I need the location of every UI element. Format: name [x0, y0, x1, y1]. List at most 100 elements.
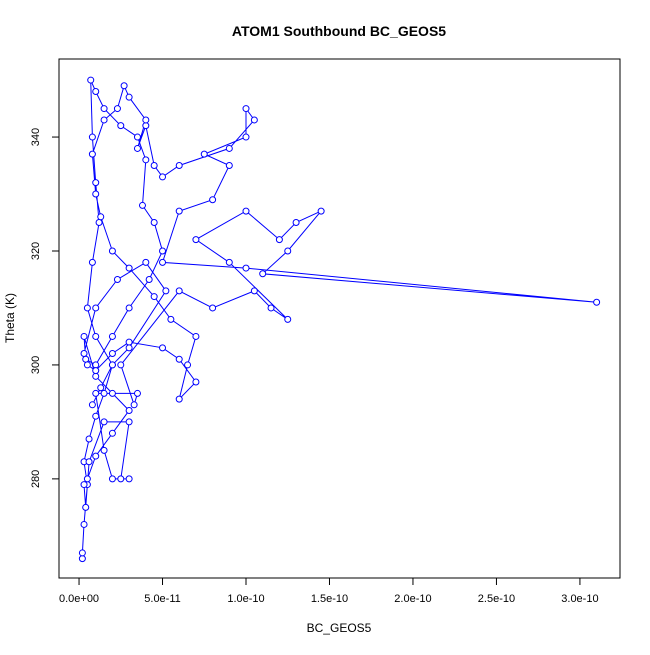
data-point	[142, 258, 150, 266]
y-tick-label: 280	[30, 470, 42, 488]
data-point	[150, 219, 158, 227]
data-point	[133, 133, 141, 141]
y-tick-label: 320	[30, 242, 42, 260]
data-point	[167, 315, 175, 323]
data-point	[113, 275, 121, 283]
data-point	[192, 378, 200, 386]
data-point	[145, 275, 153, 283]
data-point	[85, 458, 93, 466]
data-point	[108, 361, 116, 369]
data-point	[159, 247, 167, 255]
data-point	[80, 481, 88, 489]
data-point	[125, 304, 133, 312]
data-point	[159, 344, 167, 352]
data-point	[125, 93, 133, 101]
data-point	[108, 389, 116, 397]
data-point	[593, 298, 601, 306]
data-point	[108, 429, 116, 437]
data-point	[100, 116, 108, 124]
x-tick-label: 1.5e-10	[311, 593, 348, 605]
data-point	[80, 520, 88, 528]
x-tick-label: 2.5e-10	[478, 593, 515, 605]
data-point	[88, 150, 96, 158]
data-point	[125, 418, 133, 426]
data-point	[242, 264, 250, 272]
data-point	[175, 395, 183, 403]
data-point	[85, 435, 93, 443]
data-point	[317, 207, 325, 215]
data-point	[100, 389, 108, 397]
data-point	[192, 236, 200, 244]
data-point	[117, 475, 125, 483]
data-point	[184, 361, 192, 369]
data-point	[80, 350, 88, 358]
data-point	[113, 105, 121, 113]
data-point	[159, 173, 167, 181]
data-point	[250, 287, 258, 295]
data-point	[225, 162, 233, 170]
data-point	[200, 150, 208, 158]
data-point	[92, 179, 100, 187]
data-point	[292, 219, 300, 227]
data-point	[175, 355, 183, 363]
data-point	[83, 304, 91, 312]
data-point	[97, 213, 105, 221]
data-point	[125, 475, 133, 483]
data-point	[125, 344, 133, 352]
data-point	[87, 76, 95, 84]
data-point	[142, 122, 150, 130]
y-axis-title: Theta (K)	[3, 293, 17, 343]
data-point	[92, 332, 100, 340]
data-point	[192, 332, 200, 340]
data-point	[259, 270, 267, 278]
data-point	[92, 389, 100, 397]
data-point	[100, 105, 108, 113]
data-point	[88, 133, 96, 141]
data-point	[125, 407, 133, 415]
data-point	[162, 287, 170, 295]
plot-frame	[58, 58, 621, 579]
data-point	[92, 304, 100, 312]
data-point	[83, 361, 91, 369]
data-point	[108, 350, 116, 358]
data-point	[250, 116, 258, 124]
data-point	[284, 247, 292, 255]
data-point	[242, 133, 250, 141]
data-point	[267, 304, 275, 312]
data-point	[130, 401, 138, 409]
y-tick-label: 300	[30, 356, 42, 374]
data-point	[175, 287, 183, 295]
data-point	[284, 315, 292, 323]
data-point	[108, 332, 116, 340]
data-point	[125, 264, 133, 272]
data-point	[225, 258, 233, 266]
x-tick-label: 0.0e+00	[59, 593, 99, 605]
data-point	[142, 116, 150, 124]
data-point	[82, 355, 90, 363]
data-point	[88, 258, 96, 266]
data-point	[133, 389, 141, 397]
x-tick-label: 1.0e-10	[227, 593, 264, 605]
data-point	[92, 87, 100, 95]
data-point	[125, 338, 133, 346]
x-axis-title: BC_GEOS5	[307, 621, 372, 635]
data-point	[100, 418, 108, 426]
data-point	[83, 475, 91, 483]
data-point	[275, 236, 283, 244]
data-point	[142, 156, 150, 164]
data-point	[117, 122, 125, 130]
y-tick-label: 340	[30, 128, 42, 146]
data-point	[92, 361, 100, 369]
data-point	[150, 162, 158, 170]
data-point	[242, 207, 250, 215]
data-point	[82, 503, 90, 511]
data-point	[120, 82, 128, 90]
data-point	[78, 549, 86, 557]
data-point	[92, 367, 100, 375]
x-tick-label: 5.0e-11	[144, 593, 181, 605]
data-point	[150, 293, 158, 301]
data-point	[175, 162, 183, 170]
data-point	[95, 219, 103, 227]
